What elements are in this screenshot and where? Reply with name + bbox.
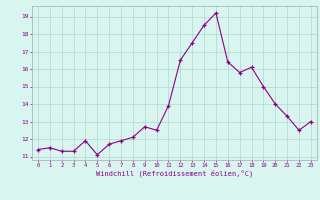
X-axis label: Windchill (Refroidissement éolien,°C): Windchill (Refroidissement éolien,°C) bbox=[96, 170, 253, 177]
